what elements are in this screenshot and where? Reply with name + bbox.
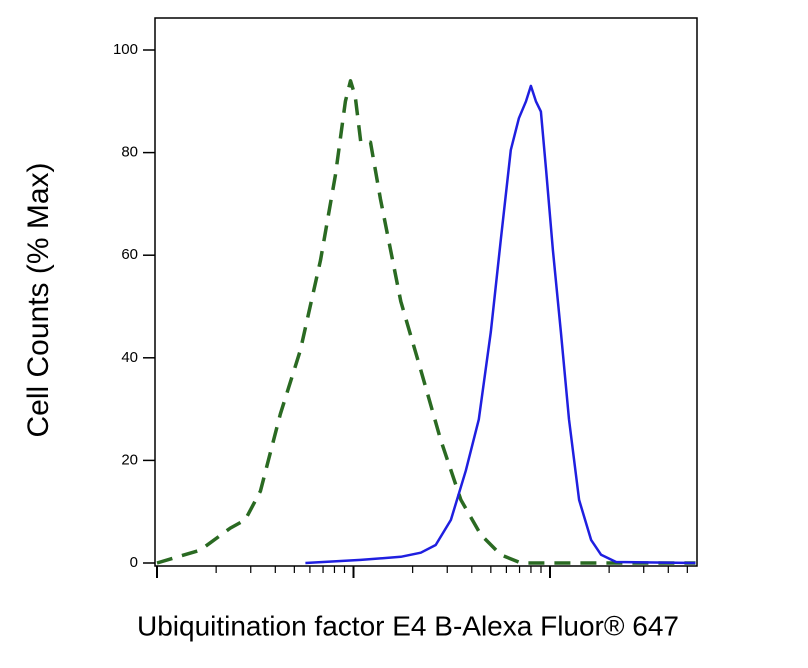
plot-frame [154, 17, 698, 567]
y-tick-label: 0 [130, 554, 138, 571]
y-tick-label: 60 [121, 246, 138, 263]
y-tick-label: 100 [113, 41, 138, 58]
y-tick-label: 80 [121, 144, 138, 161]
y-tick-label: 20 [121, 451, 138, 468]
x-axis-label: Ubiquitination factor E4 B-Alexa Fluor® … [137, 610, 679, 641]
histogram-line [305, 84, 696, 565]
y-axis-label: Cell Counts (% Max) [22, 162, 55, 437]
histogram-line [156, 79, 696, 565]
y-tick-label: 40 [121, 349, 138, 366]
